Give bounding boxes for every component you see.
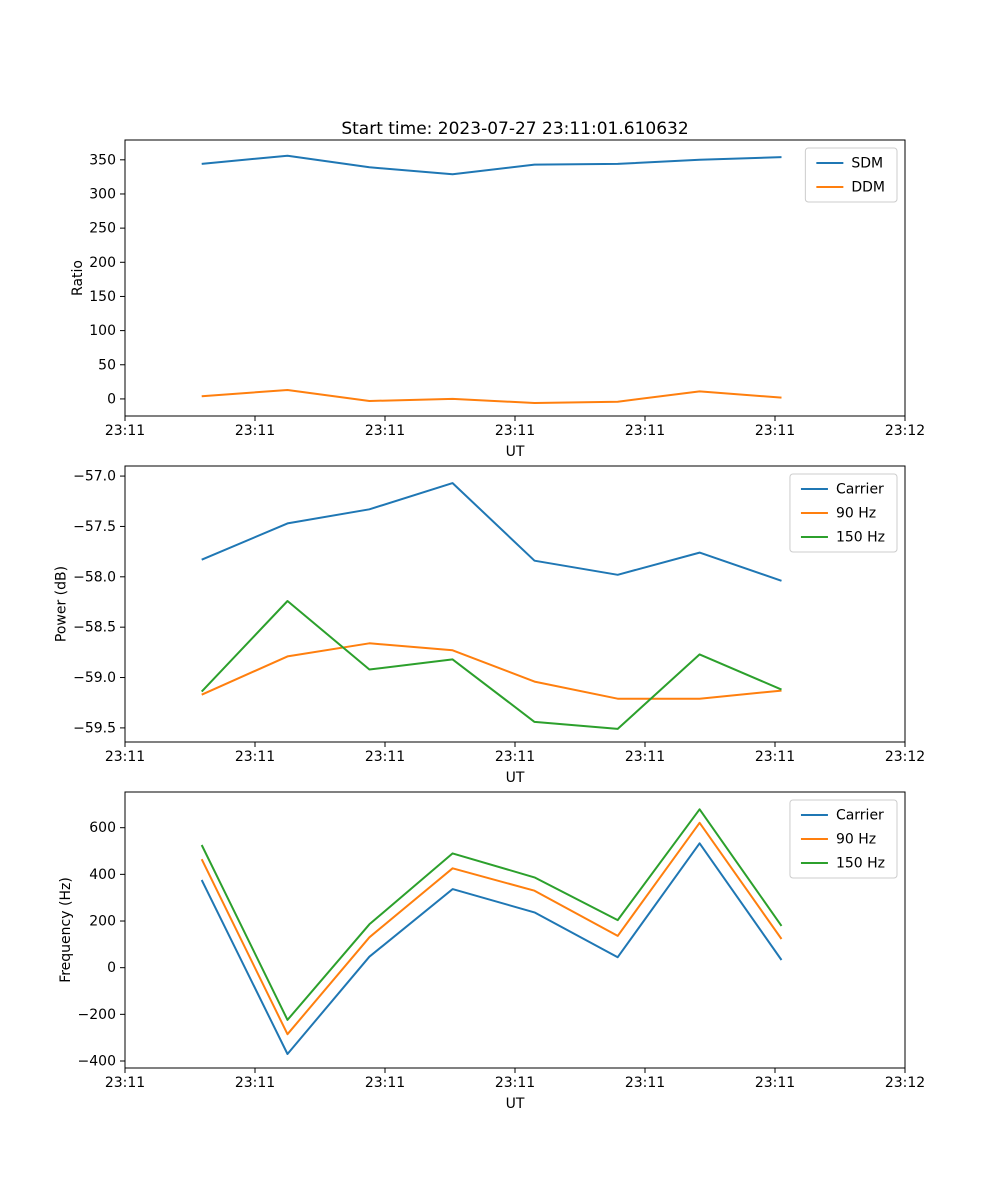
y-tick-label: 50: [98, 357, 116, 373]
axes-frame: [124, 139, 906, 417]
legend-label-150-hz: 150 Hz: [836, 530, 885, 546]
x-tick-label: 23:11: [235, 423, 275, 439]
x-tick-label: 23:11: [495, 749, 535, 765]
y-tick-label: 200: [89, 255, 116, 271]
series-line-ddm: [201, 389, 782, 404]
x-tick-label: 23:12: [885, 423, 925, 439]
x-tick-label: 23:11: [755, 1075, 795, 1091]
x-tick-label: 23:11: [625, 749, 665, 765]
legend-label-sdm: SDM: [851, 156, 883, 172]
x-tick-label: 23:11: [495, 423, 535, 439]
y-axis-label: Power (dB): [54, 566, 70, 642]
series-line-sdm: [201, 154, 782, 176]
x-tick-label: 23:11: [755, 749, 795, 765]
y-tick-label: 250: [89, 221, 116, 237]
legend-box: [789, 473, 898, 553]
legend-box: [789, 799, 898, 879]
x-tick-label: 23:12: [885, 749, 925, 765]
legend-label-carrier: Carrier: [836, 808, 884, 824]
y-tick-label: 600: [89, 820, 116, 836]
y-tick-label: 200: [89, 914, 116, 930]
legend-label-90-hz: 90 Hz: [836, 832, 876, 848]
x-tick-label: 23:11: [235, 1075, 275, 1091]
y-axis-label: Frequency (Hz): [58, 877, 74, 983]
x-tick-label: 23:11: [105, 423, 145, 439]
x-tick-label: 23:11: [625, 1075, 665, 1091]
y-tick-label: 0: [107, 960, 116, 976]
y-tick-label: 150: [89, 289, 116, 305]
y-tick-label: −200: [78, 1007, 116, 1023]
y-tick-label: 300: [89, 186, 116, 202]
chart-title: Start time: 2023-07-27 23:11:01.610632: [341, 119, 689, 139]
y-tick-label: −58.5: [73, 620, 116, 636]
y-tick-label: 400: [89, 867, 116, 883]
y-tick-label: −59.0: [73, 670, 116, 686]
x-axis-label: UT: [506, 770, 525, 786]
x-tick-label: 23:11: [105, 1075, 145, 1091]
x-tick-label: 23:11: [235, 749, 275, 765]
y-tick-label: 0: [107, 391, 116, 407]
series-line-150-hz: [200, 600, 782, 730]
y-axis-label: Ratio: [70, 260, 86, 296]
legend-label-ddm: DDM: [851, 180, 885, 196]
series-line-150-hz: [200, 808, 783, 1021]
y-tick-label: −57.0: [73, 469, 116, 485]
axes-frame: [124, 791, 906, 1069]
x-tick-label: 23:11: [365, 423, 405, 439]
y-tick-label: −59.5: [73, 720, 116, 736]
series-line-90-hz: [201, 642, 782, 700]
x-axis-label: UT: [506, 1096, 525, 1112]
x-tick-label: 23:11: [365, 1075, 405, 1091]
legend-box: [804, 147, 898, 203]
axes-frame: [124, 465, 906, 743]
series-line-carrier: [201, 482, 782, 582]
x-tick-label: 23:11: [755, 423, 795, 439]
y-tick-label: 100: [89, 323, 116, 339]
x-axis-label: UT: [506, 444, 525, 460]
x-tick-label: 23:11: [625, 423, 665, 439]
y-tick-label: −400: [78, 1054, 116, 1070]
y-tick-label: −57.5: [73, 519, 116, 535]
x-tick-label: 23:11: [105, 749, 145, 765]
series-line-carrier: [200, 842, 783, 1055]
x-tick-label: 23:12: [885, 1075, 925, 1091]
x-tick-label: 23:11: [365, 749, 405, 765]
series-line-90-hz: [200, 821, 783, 1036]
y-tick-label: −58.0: [73, 569, 116, 585]
legend-label-90-hz: 90 Hz: [836, 506, 876, 522]
legend-label-carrier: Carrier: [836, 482, 884, 498]
x-tick-label: 23:11: [495, 1075, 535, 1091]
legend-label-150-hz: 150 Hz: [836, 856, 885, 872]
y-tick-label: 350: [89, 152, 116, 168]
